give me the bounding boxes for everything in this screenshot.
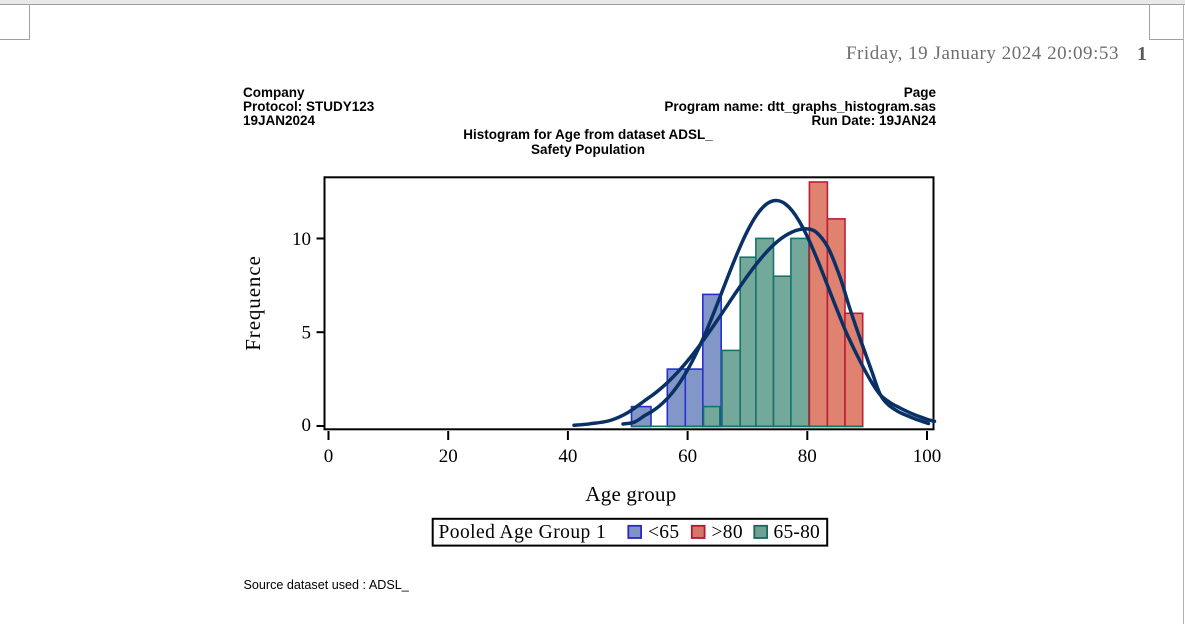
- svg-text:100: 100: [913, 446, 942, 467]
- svg-text:65-80: 65-80: [774, 522, 821, 543]
- svg-text:>80: >80: [712, 522, 743, 543]
- svg-text:0: 0: [324, 446, 334, 467]
- svg-text:Pooled Age Group 1: Pooled Age Group 1: [439, 522, 607, 543]
- svg-text:5: 5: [302, 323, 312, 344]
- svg-text:0: 0: [302, 415, 312, 436]
- svg-text:10: 10: [292, 229, 311, 250]
- svg-text:20: 20: [439, 446, 458, 467]
- svg-text:Age group: Age group: [585, 482, 676, 506]
- svg-text:Frequence: Frequence: [241, 255, 265, 351]
- svg-text:60: 60: [678, 446, 697, 467]
- svg-text:80: 80: [798, 446, 817, 467]
- svg-text:<65: <65: [648, 522, 679, 543]
- svg-text:40: 40: [558, 446, 577, 467]
